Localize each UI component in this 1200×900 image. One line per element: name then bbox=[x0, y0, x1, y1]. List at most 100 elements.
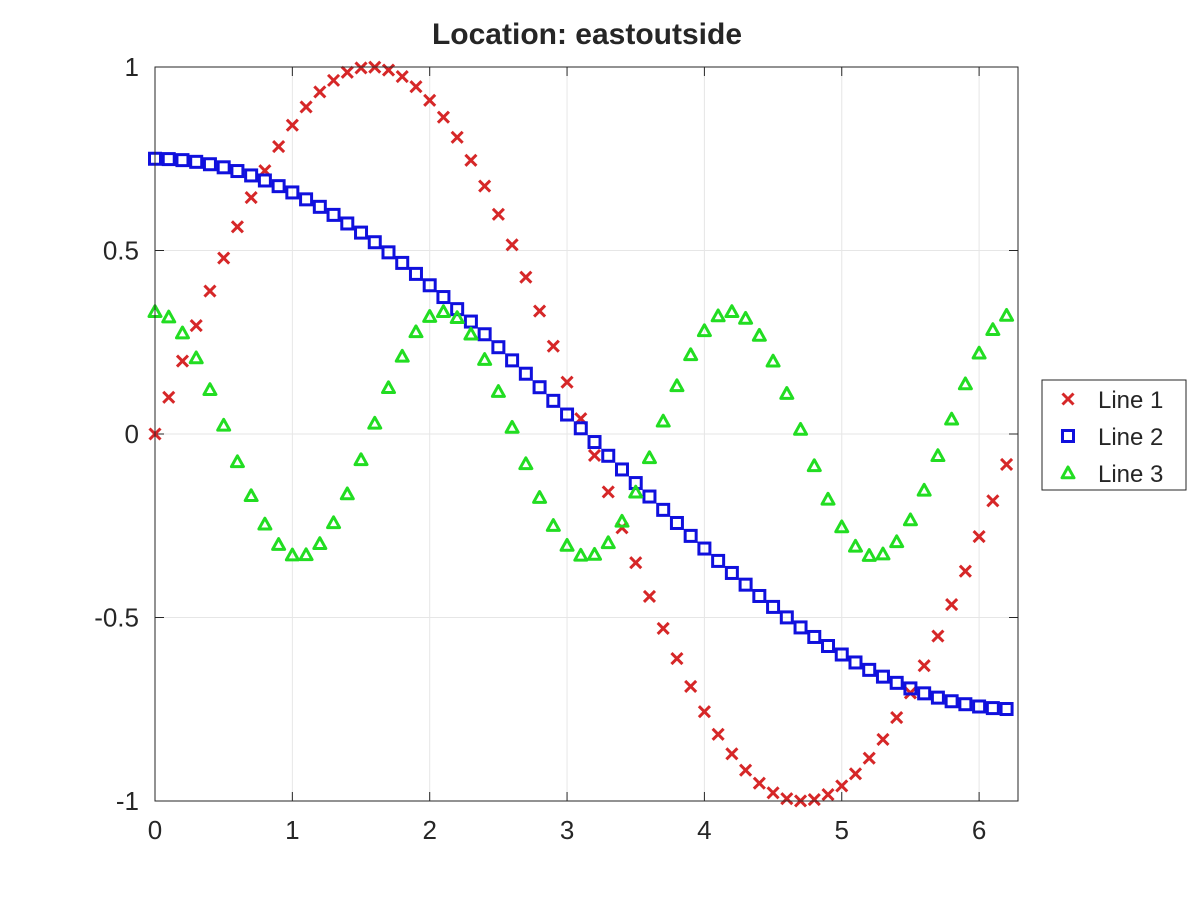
series-1-point bbox=[766, 786, 780, 800]
series-3-point bbox=[957, 376, 973, 391]
series-1-point bbox=[340, 65, 354, 79]
series-3-point bbox=[202, 382, 218, 396]
series-3-point bbox=[985, 322, 1001, 336]
legend-label-1: Line 1 bbox=[1098, 387, 1163, 414]
series-2-point bbox=[505, 353, 520, 368]
series-2-point bbox=[642, 489, 657, 504]
series-2-point bbox=[340, 216, 355, 231]
series-3-point bbox=[188, 350, 204, 365]
series-1-point bbox=[780, 792, 794, 806]
series-3-point bbox=[408, 324, 424, 339]
series-3-point bbox=[298, 547, 314, 562]
series-3-point bbox=[738, 310, 754, 325]
series-3-point bbox=[861, 548, 877, 562]
series-3-point bbox=[257, 516, 273, 531]
series-3-point bbox=[641, 450, 657, 465]
series-1-point bbox=[931, 629, 945, 643]
x-tick-label: 0 bbox=[148, 815, 162, 845]
series-2-point bbox=[752, 588, 767, 603]
series-2-point bbox=[189, 154, 204, 169]
series-1-point bbox=[230, 220, 244, 234]
series-3-point bbox=[724, 304, 740, 319]
series-3-point bbox=[518, 456, 534, 471]
series-3-point bbox=[449, 310, 465, 325]
series-2-point bbox=[408, 266, 423, 281]
series-3-point bbox=[504, 419, 520, 434]
y-tick-label: -0.5 bbox=[94, 603, 139, 633]
series-2-point bbox=[766, 599, 781, 614]
series-3-point bbox=[793, 421, 809, 436]
series-2-point bbox=[257, 173, 272, 188]
x-tick-label: 5 bbox=[835, 815, 849, 845]
series-1-point bbox=[807, 793, 821, 807]
series-3-point bbox=[339, 486, 355, 501]
series-3 bbox=[147, 304, 1015, 562]
series-3-point bbox=[875, 546, 891, 561]
legend-label-2: Line 2 bbox=[1098, 424, 1163, 451]
series-1-point bbox=[217, 251, 231, 265]
series-3-point bbox=[216, 417, 232, 432]
series-1-point bbox=[725, 747, 739, 761]
series-3-point bbox=[806, 458, 822, 473]
series-3-point bbox=[628, 484, 644, 499]
series-1-point bbox=[601, 485, 615, 499]
y-tick-label: 0.5 bbox=[103, 236, 139, 266]
series-3-point bbox=[696, 323, 712, 338]
series-1-point bbox=[835, 779, 849, 793]
series-2-point bbox=[202, 157, 217, 172]
series-2-point bbox=[793, 620, 808, 635]
legend-label-3: Line 3 bbox=[1098, 461, 1163, 488]
series-2-point bbox=[944, 694, 959, 709]
series-3-point bbox=[930, 448, 946, 463]
series-2-point bbox=[779, 610, 794, 625]
series-2-point bbox=[601, 448, 616, 463]
chart-title: Location: eastoutside bbox=[432, 18, 742, 51]
series-3-point bbox=[779, 386, 795, 400]
series-1-point bbox=[162, 390, 176, 404]
series-3-point bbox=[490, 384, 506, 398]
series-3-point bbox=[669, 378, 685, 393]
series-3-point bbox=[284, 547, 300, 562]
series-2-point bbox=[299, 192, 314, 207]
series-1-point bbox=[189, 318, 203, 333]
series-1-point bbox=[395, 70, 409, 84]
series-2-point bbox=[697, 541, 712, 556]
legend-marker-2 bbox=[1061, 429, 1075, 443]
series-1-point bbox=[711, 727, 725, 741]
series-3-point bbox=[229, 454, 245, 469]
series-3-point bbox=[326, 515, 342, 530]
series-1-point bbox=[354, 61, 368, 75]
series-3-point bbox=[380, 380, 396, 395]
series-1-point bbox=[890, 711, 904, 725]
series-2-point bbox=[491, 340, 506, 355]
series-1-point bbox=[697, 705, 711, 719]
series-3-point bbox=[422, 309, 438, 323]
y-tick-label: 1 bbox=[125, 52, 139, 82]
x-tick-label: 3 bbox=[560, 815, 574, 845]
series-1-point bbox=[656, 621, 670, 636]
series-1-point bbox=[519, 270, 533, 284]
series-2-point bbox=[395, 255, 410, 270]
series-1-point bbox=[175, 354, 190, 368]
series-2-point bbox=[889, 675, 904, 690]
series-3-point bbox=[999, 307, 1015, 322]
series-1-point bbox=[986, 494, 1000, 508]
series-2-point bbox=[354, 225, 369, 240]
axes-box bbox=[154, 66, 1019, 802]
series-3-point bbox=[312, 536, 328, 551]
series-2-point bbox=[875, 669, 890, 684]
series-2-point bbox=[285, 185, 300, 200]
series-3-point bbox=[820, 491, 836, 506]
series-2-point bbox=[518, 366, 533, 381]
series-2 bbox=[148, 151, 1014, 717]
series-1 bbox=[148, 60, 1014, 808]
series-2-point bbox=[367, 235, 382, 250]
series-3-point bbox=[916, 482, 932, 497]
series-2-point bbox=[724, 565, 739, 580]
series-1-point bbox=[629, 556, 643, 570]
series-1-point bbox=[478, 179, 492, 193]
series-1-point bbox=[862, 751, 876, 765]
series-1-point bbox=[533, 304, 547, 318]
series-2-point bbox=[477, 327, 492, 342]
